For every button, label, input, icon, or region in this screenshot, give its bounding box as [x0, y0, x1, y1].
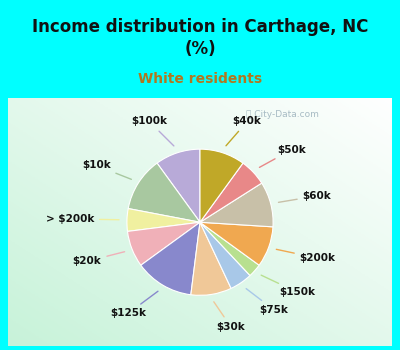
- Text: $10k: $10k: [82, 160, 131, 179]
- Text: White residents: White residents: [138, 72, 262, 86]
- Wedge shape: [157, 149, 200, 222]
- Text: $50k: $50k: [260, 145, 306, 167]
- Wedge shape: [128, 163, 200, 222]
- Wedge shape: [200, 222, 250, 288]
- Text: $150k: $150k: [261, 275, 316, 298]
- Text: $30k: $30k: [214, 302, 245, 332]
- Text: $75k: $75k: [246, 289, 288, 315]
- Wedge shape: [191, 222, 231, 295]
- Wedge shape: [200, 163, 262, 222]
- Text: $60k: $60k: [278, 191, 331, 202]
- Wedge shape: [200, 222, 273, 265]
- Text: $200k: $200k: [276, 249, 336, 263]
- Wedge shape: [141, 222, 200, 295]
- Wedge shape: [128, 222, 200, 265]
- Text: Income distribution in Carthage, NC
(%): Income distribution in Carthage, NC (%): [32, 18, 368, 58]
- Wedge shape: [200, 149, 243, 222]
- Wedge shape: [200, 183, 273, 227]
- Text: $40k: $40k: [226, 117, 262, 146]
- Text: $125k: $125k: [110, 291, 158, 318]
- Wedge shape: [200, 222, 259, 275]
- Text: > $200k: > $200k: [46, 214, 119, 224]
- Text: $20k: $20k: [73, 252, 124, 266]
- Text: $100k: $100k: [131, 117, 174, 146]
- Text: ⓘ City-Data.com: ⓘ City-Data.com: [246, 111, 319, 119]
- Wedge shape: [127, 209, 200, 231]
